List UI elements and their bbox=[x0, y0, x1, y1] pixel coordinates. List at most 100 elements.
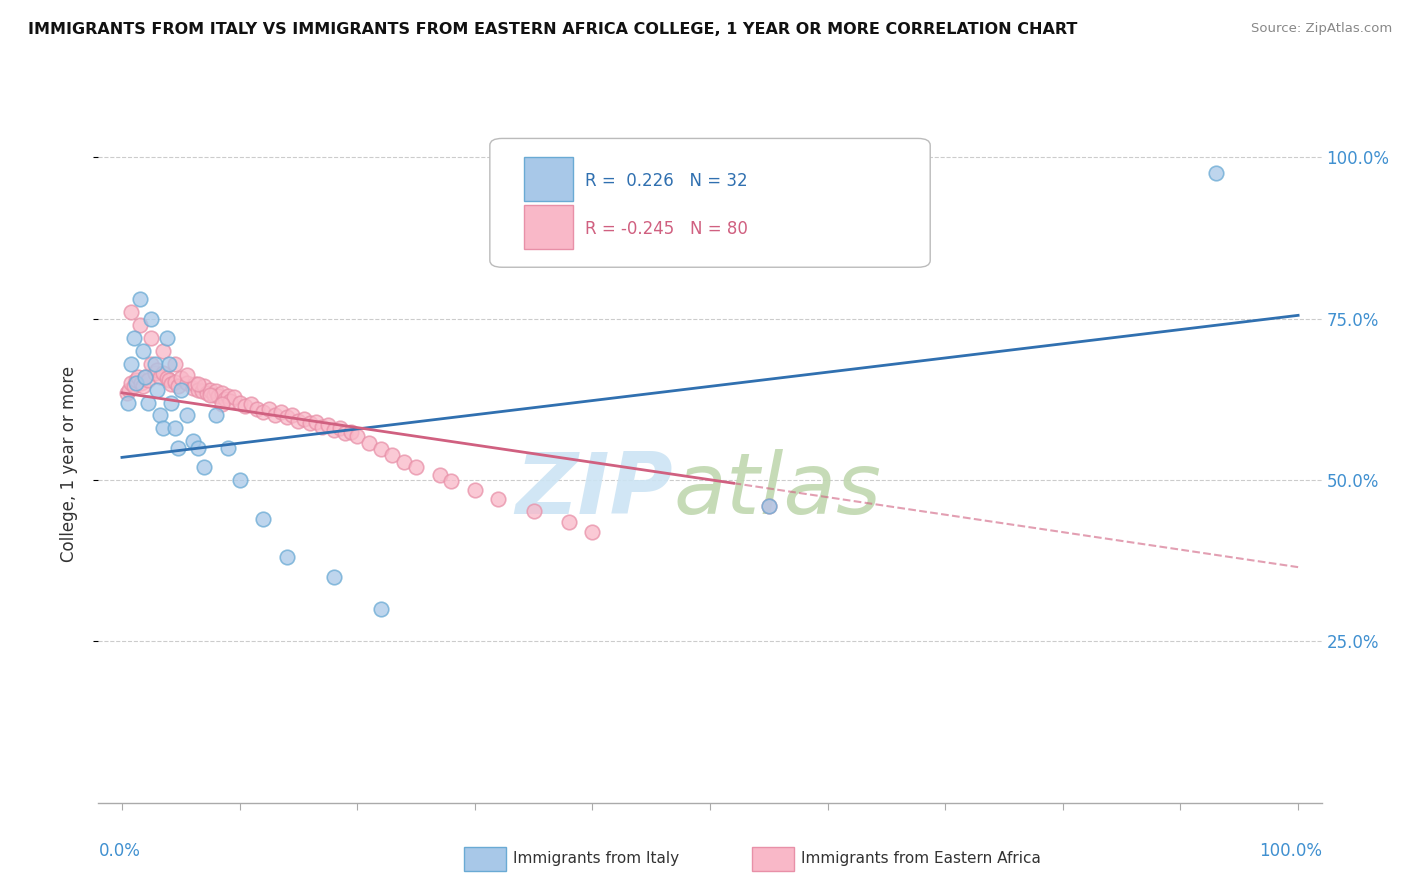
Point bbox=[129, 376, 152, 391]
Point bbox=[405, 460, 427, 475]
Point bbox=[163, 421, 186, 435]
Point bbox=[305, 415, 328, 429]
FancyBboxPatch shape bbox=[489, 138, 931, 268]
Point bbox=[257, 401, 280, 416]
Text: 100.0%: 100.0% bbox=[1258, 842, 1322, 860]
Bar bbox=[524, 204, 574, 249]
Point bbox=[381, 449, 404, 463]
Point bbox=[228, 395, 250, 409]
Point bbox=[143, 367, 166, 381]
Point bbox=[187, 383, 209, 397]
Point bbox=[322, 423, 344, 437]
Point bbox=[211, 385, 233, 400]
Point bbox=[464, 483, 486, 497]
Point bbox=[758, 499, 780, 513]
Point bbox=[146, 383, 169, 397]
Point bbox=[163, 357, 186, 371]
Point bbox=[252, 405, 274, 419]
Point bbox=[187, 441, 209, 455]
Point bbox=[193, 460, 215, 475]
Point bbox=[486, 492, 509, 507]
Point bbox=[141, 311, 163, 326]
Point bbox=[276, 550, 298, 565]
Point bbox=[299, 416, 322, 430]
Point bbox=[370, 442, 392, 456]
Point bbox=[149, 409, 172, 423]
Point bbox=[187, 377, 209, 392]
Point bbox=[167, 379, 190, 393]
Point bbox=[156, 331, 179, 345]
Point bbox=[214, 392, 236, 407]
Point bbox=[120, 357, 142, 371]
Point bbox=[157, 357, 180, 371]
Point bbox=[181, 434, 204, 449]
Point bbox=[181, 381, 204, 395]
Point bbox=[176, 376, 198, 391]
Point bbox=[292, 411, 315, 425]
Point bbox=[311, 420, 333, 434]
Point bbox=[141, 331, 163, 345]
Point bbox=[202, 388, 225, 402]
Point bbox=[136, 395, 159, 409]
Point bbox=[558, 515, 581, 529]
Point bbox=[357, 435, 380, 450]
Point bbox=[152, 343, 174, 358]
Point bbox=[322, 570, 344, 584]
Point bbox=[217, 441, 239, 455]
Point bbox=[193, 379, 215, 393]
Point bbox=[160, 395, 183, 409]
Point bbox=[128, 292, 150, 306]
Text: IMMIGRANTS FROM ITALY VS IMMIGRANTS FROM EASTERN AFRICA COLLEGE, 1 YEAR OR MORE : IMMIGRANTS FROM ITALY VS IMMIGRANTS FROM… bbox=[28, 22, 1077, 37]
Point bbox=[205, 384, 228, 398]
Point bbox=[328, 421, 350, 435]
Point bbox=[143, 357, 166, 371]
Point bbox=[1205, 166, 1227, 180]
Point bbox=[392, 455, 416, 469]
Point bbox=[195, 385, 218, 400]
Point bbox=[146, 363, 169, 377]
Point bbox=[198, 388, 221, 402]
Point bbox=[117, 395, 139, 409]
Y-axis label: College, 1 year or more: College, 1 year or more bbox=[59, 366, 77, 562]
Point bbox=[120, 305, 142, 319]
Text: Immigrants from Eastern Africa: Immigrants from Eastern Africa bbox=[801, 852, 1042, 866]
Text: atlas: atlas bbox=[673, 450, 882, 533]
Point bbox=[184, 377, 207, 392]
Point bbox=[156, 371, 179, 385]
Point bbox=[115, 385, 138, 400]
Point bbox=[205, 409, 228, 423]
Point bbox=[346, 429, 368, 443]
Point bbox=[152, 421, 174, 435]
Text: R = -0.245   N = 80: R = -0.245 N = 80 bbox=[585, 219, 748, 237]
Point bbox=[163, 375, 186, 389]
Point bbox=[270, 405, 292, 419]
Point bbox=[370, 602, 392, 616]
Point bbox=[176, 409, 198, 423]
Point bbox=[136, 373, 159, 387]
Point bbox=[222, 390, 245, 404]
Point bbox=[120, 376, 142, 391]
Point bbox=[167, 441, 190, 455]
Point bbox=[125, 376, 148, 391]
Point bbox=[240, 397, 263, 411]
Point bbox=[128, 318, 150, 332]
Point bbox=[125, 373, 148, 387]
Point bbox=[281, 409, 304, 423]
Point bbox=[127, 369, 149, 384]
Point bbox=[134, 369, 156, 384]
Point bbox=[122, 331, 145, 345]
Point bbox=[235, 399, 257, 413]
Point bbox=[228, 473, 250, 487]
Point bbox=[157, 373, 180, 387]
Point bbox=[340, 425, 363, 439]
Point bbox=[152, 367, 174, 381]
Point bbox=[176, 368, 198, 383]
Point bbox=[581, 524, 603, 539]
Point bbox=[134, 369, 156, 384]
Point bbox=[219, 394, 242, 409]
Point bbox=[316, 418, 339, 433]
Point bbox=[122, 379, 145, 393]
Point bbox=[263, 409, 285, 423]
Point bbox=[287, 414, 309, 428]
Point bbox=[335, 426, 357, 441]
